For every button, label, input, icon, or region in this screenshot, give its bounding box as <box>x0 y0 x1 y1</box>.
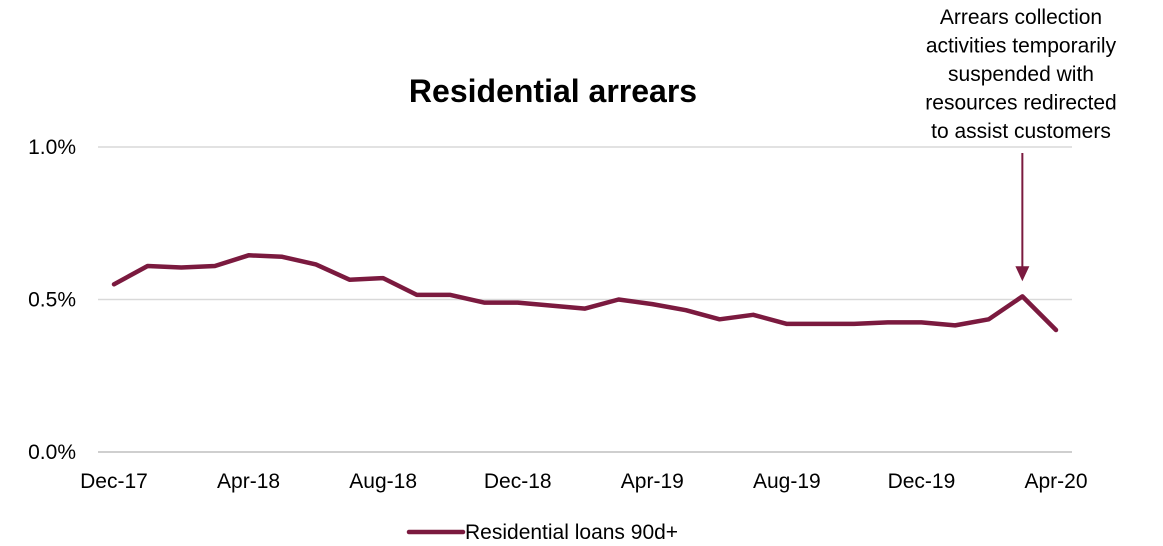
x-tick-label: Apr-20 <box>1024 470 1087 493</box>
y-tick-label: 1.0% <box>28 136 76 159</box>
annotation-text: activities temporarily <box>926 35 1117 58</box>
annotation-arrow-head <box>1015 266 1030 282</box>
annotation-text: resources redirected <box>925 92 1116 115</box>
x-tick-label: Dec-17 <box>80 470 148 493</box>
series-layer <box>111 253 1059 333</box>
x-tick-label: Apr-18 <box>217 470 280 493</box>
x-tick-label: Dec-19 <box>888 470 956 493</box>
axes: 0.0% 0.5% 1.0% Dec-17 Apr-18 Aug-18 Dec-18 Apr-… <box>28 136 1087 493</box>
chart-title: Residential arrears <box>409 73 697 109</box>
legend: Residential loans 90d+ <box>406 521 678 544</box>
gridlines <box>98 146 1072 301</box>
x-tick-label: Aug-18 <box>349 470 417 493</box>
legend-label: Residential loans 90d+ <box>465 521 678 544</box>
annotation-text: to assist customers <box>931 120 1111 143</box>
x-tick-label: Apr-19 <box>621 470 684 493</box>
annotation-text: Arrears collection <box>940 6 1102 29</box>
x-tick-label: Dec-18 <box>484 470 552 493</box>
y-tick-label: 0.5% <box>28 289 76 312</box>
series-line <box>111 253 1059 333</box>
annotation: Arrears collection activities temporarily… <box>925 6 1117 282</box>
y-tick-label: 0.0% <box>28 441 76 464</box>
x-tick-label: Aug-19 <box>753 470 821 493</box>
annotation-text: suspended with <box>948 63 1094 86</box>
